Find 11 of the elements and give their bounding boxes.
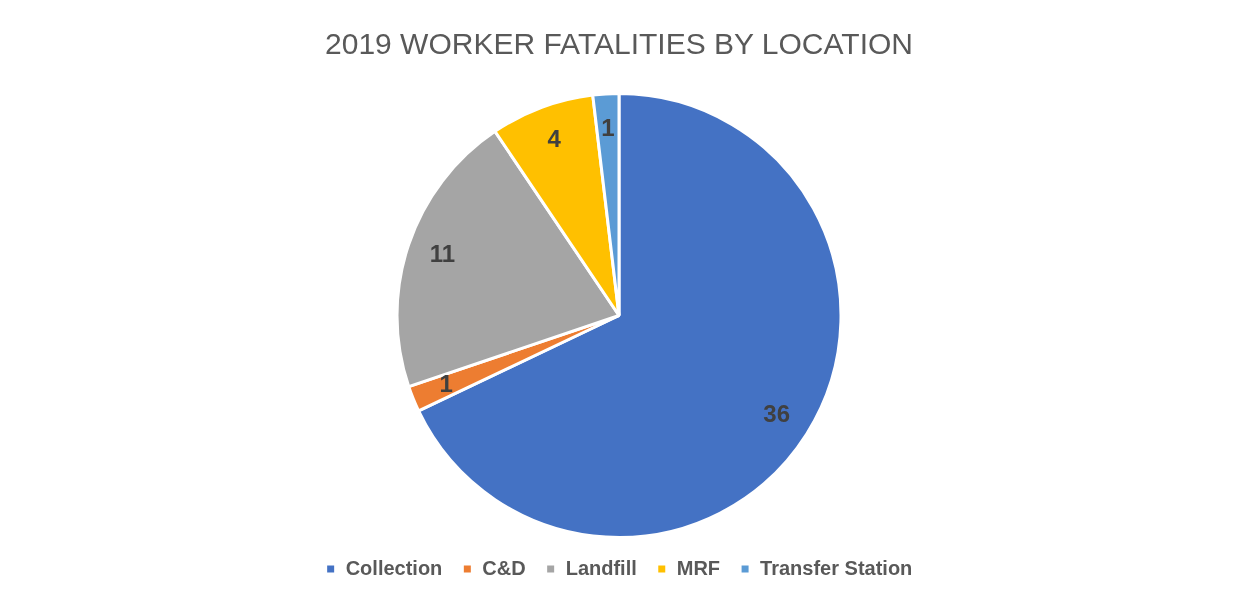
legend-label: Collection: [345, 556, 443, 579]
data-label: 4: [547, 125, 562, 153]
legend-label: C&D: [482, 556, 526, 579]
legend-label: MRF: [676, 556, 721, 579]
legend-label: Transfer Station: [760, 556, 913, 579]
data-label: 11: [429, 240, 456, 268]
data-label: 1: [439, 370, 453, 398]
data-label: 1: [601, 113, 615, 141]
data-label: 36: [763, 399, 791, 427]
chart-title: 2019 WORKER FATALITIES BY LOCATION: [325, 27, 913, 61]
legend-label: Landfill: [565, 556, 637, 579]
